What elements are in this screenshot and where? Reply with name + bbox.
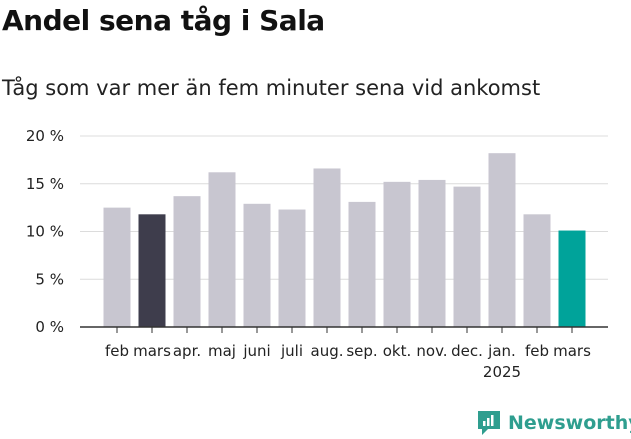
x-tick-label: sep. — [346, 342, 377, 360]
bar — [488, 153, 516, 327]
x-tick-label: aug. — [311, 342, 344, 360]
bar — [523, 214, 551, 327]
bar — [313, 168, 341, 327]
y-tick-label: 0 % — [35, 318, 64, 336]
x-tick-label: maj — [208, 342, 236, 360]
x-tick-label: juli — [280, 342, 303, 360]
bar — [243, 203, 271, 327]
bar-chart: 0 %5 %10 %15 %20 %feb mars apr. maj juni juli… — [26, 127, 608, 381]
bar — [383, 181, 411, 327]
bar — [208, 172, 236, 327]
chart-subtitle: Tåg som var mer än fem minuter sena vid … — [2, 76, 541, 100]
newsworthy-logo: Newsworthy — [476, 408, 631, 438]
x-tick-label: jan. — [487, 342, 516, 360]
x-tick-label: dec. — [451, 342, 483, 360]
y-tick-label: 20 % — [26, 127, 64, 145]
bar — [138, 214, 166, 327]
bar — [103, 207, 131, 327]
bar — [418, 179, 446, 327]
x-tick-label: juni — [242, 342, 270, 360]
x-tick-label: feb — [105, 342, 129, 360]
bar — [453, 186, 481, 327]
x-tick-label: nov. — [416, 342, 447, 360]
y-tick-label: 15 % — [26, 175, 64, 193]
newsworthy-icon — [478, 411, 500, 435]
x-tick-label: feb — [525, 342, 549, 360]
chart-title: Andel sena tåg i Sala — [2, 4, 325, 37]
bar — [558, 230, 586, 327]
bar — [348, 201, 376, 327]
x-tick-label: mars — [133, 342, 171, 360]
x-tick-label: okt. — [383, 342, 412, 360]
x-tick-label: apr. — [173, 342, 201, 360]
y-tick-label: 5 % — [35, 270, 64, 288]
bar — [278, 209, 306, 327]
y-tick-label: 10 % — [26, 223, 64, 241]
x-year-label: 2025 — [483, 363, 521, 381]
bar — [173, 196, 201, 327]
x-tick-label: mars — [553, 342, 591, 360]
brand-name: Newsworthy — [508, 412, 631, 434]
